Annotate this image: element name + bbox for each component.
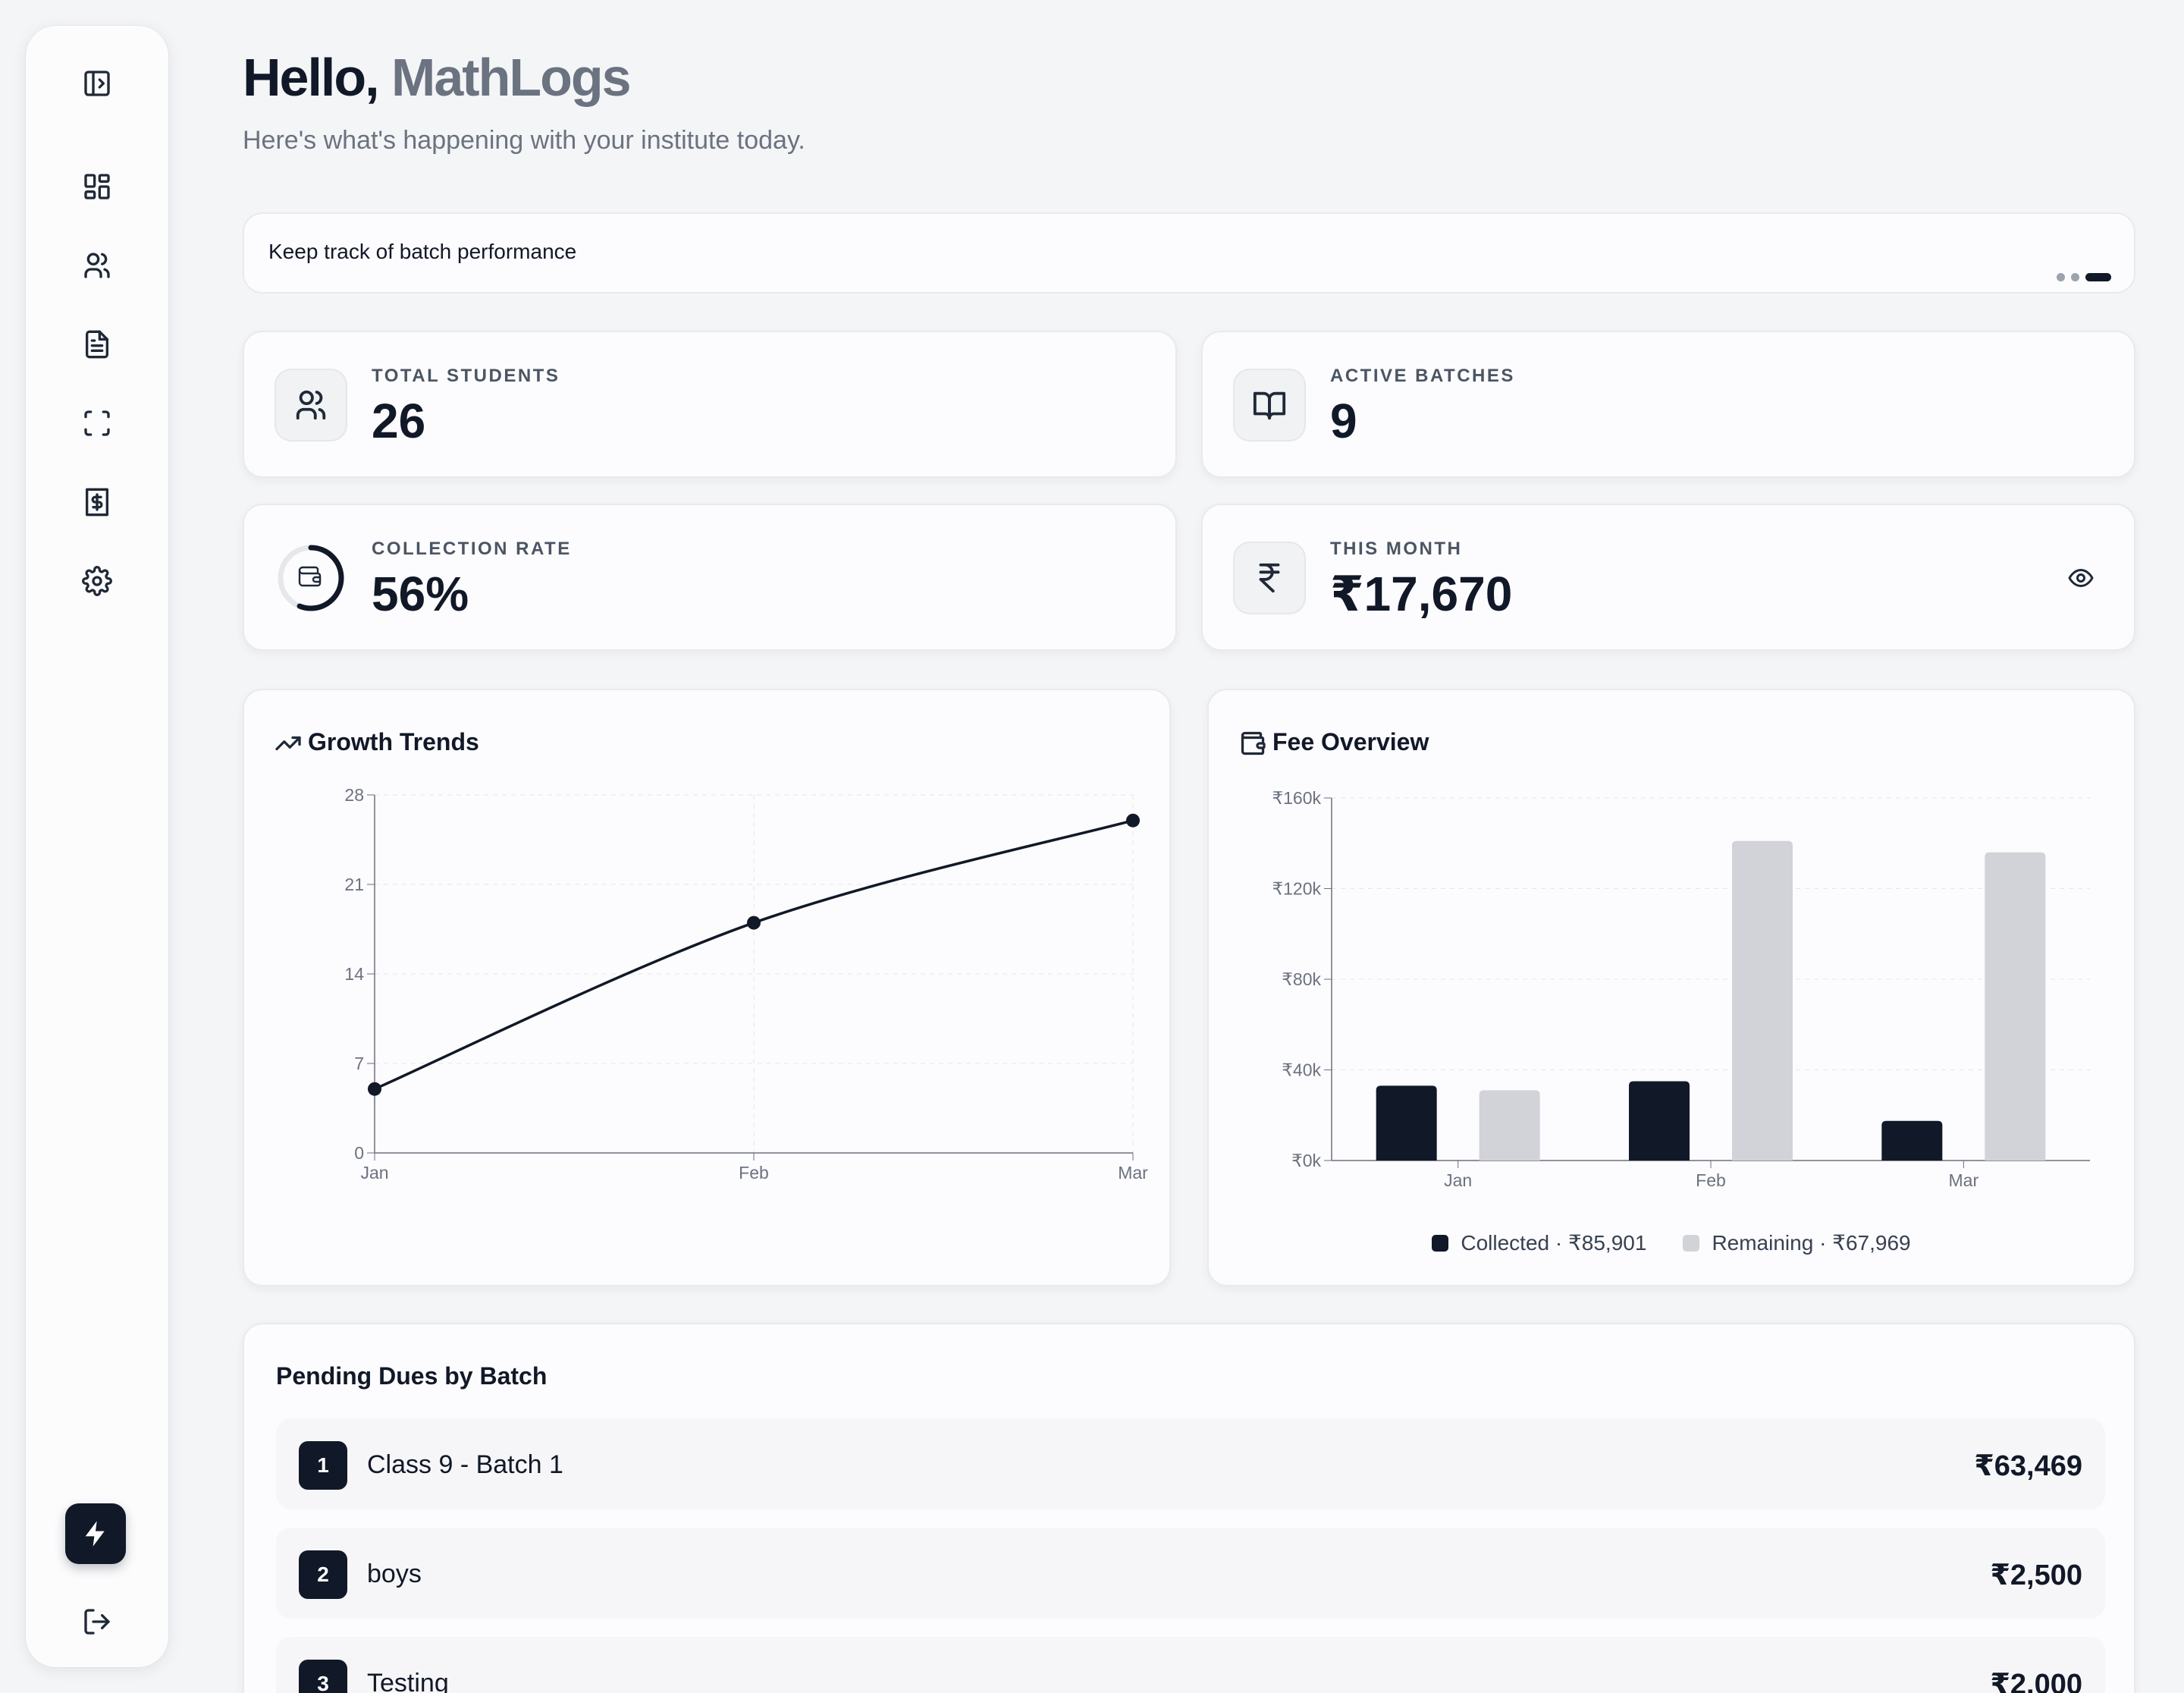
growth-trends-chart: 0 7 14 21 28 Jan Feb Mar (344, 785, 1148, 1183)
banner-text: Keep track of batch performance (268, 240, 577, 263)
users-icon (275, 369, 347, 441)
list-item[interactable]: 1 Class 9 - Batch 1 ₹63,469 (276, 1418, 2105, 1509)
y-tick-label: 21 (344, 875, 364, 894)
users-icon[interactable] (79, 247, 115, 284)
wallet-icon (1241, 731, 1266, 755)
carousel-dot[interactable] (2071, 273, 2079, 281)
collection-rate-ring (278, 545, 344, 611)
y-tick-label: ₹40k (1282, 1060, 1321, 1080)
bar-collected (1881, 1120, 1943, 1161)
eye-icon[interactable] (2067, 564, 2095, 592)
batch-name: Testing (367, 1669, 449, 1693)
batch-name: Class 9 - Batch 1 (367, 1450, 563, 1479)
book-open-icon (1233, 369, 1306, 441)
stat-value: 56% (372, 567, 469, 621)
stat-label: ACTIVE BATCHES (1330, 366, 1515, 386)
bar-collected (1376, 1085, 1437, 1161)
stat-value: 26 (372, 394, 426, 448)
stat-card-total-students: TOTAL STUDENTS 26 (243, 331, 1177, 478)
legend-swatch (1432, 1234, 1449, 1252)
bar-remaining (1479, 1090, 1540, 1161)
growth-trends-card: Growth Trends 0 7 14 21 28 Jan Feb Mar (243, 689, 1171, 1286)
logout-icon[interactable] (79, 1603, 115, 1640)
legend-item-collected: Collected · ₹85,901 (1432, 1230, 1646, 1255)
bar-remaining (1985, 852, 2046, 1161)
rank-badge: 3 (299, 1660, 347, 1693)
x-tick-label: Jan (360, 1163, 388, 1183)
greeting-text: Hello, (243, 48, 380, 107)
bar-collected (1629, 1081, 1690, 1161)
data-point (368, 1082, 381, 1096)
data-point (747, 916, 761, 930)
stat-label: THIS MONTH (1330, 539, 1463, 559)
chart-legend: Collected · ₹85,901 Remaining · ₹67,969 (1209, 1230, 2134, 1255)
bolt-icon (85, 1521, 105, 1547)
legend-item-remaining: Remaining · ₹67,969 (1683, 1230, 1911, 1255)
page-title: Hello, MathLogs (243, 47, 632, 108)
x-tick-label: Jan (1444, 1170, 1472, 1190)
institute-name: MathLogs (391, 48, 632, 107)
due-amount: ₹63,469 (1974, 1450, 2082, 1482)
fee-overview-card: Fee Overview ₹0k ₹40k ₹80k ₹120k ₹160k Jan Feb… (1207, 689, 2135, 1286)
trending-up-icon (275, 736, 301, 751)
rank-badge: 2 (299, 1550, 347, 1599)
gear-icon[interactable] (79, 563, 115, 599)
pending-dues-card: Pending Dues by Batch 1 Class 9 - Batch … (243, 1323, 2135, 1693)
dashboard-icon[interactable] (79, 168, 115, 205)
y-tick-label: 0 (354, 1143, 364, 1163)
stat-value: 9 (1330, 394, 1357, 448)
sidebar (26, 26, 168, 1667)
y-tick-label: ₹160k (1272, 788, 1321, 808)
rank-badge: 1 (299, 1441, 347, 1490)
due-amount: ₹2,500 (1990, 1560, 2082, 1591)
legend-label: Collected · ₹85,901 (1461, 1231, 1647, 1255)
info-banner: Keep track of batch performance (243, 212, 2135, 294)
y-tick-label: ₹120k (1272, 879, 1321, 899)
stat-card-active-batches: ACTIVE BATCHES 9 (1201, 331, 2135, 478)
list-item[interactable]: 2 boys ₹2,500 (276, 1528, 2105, 1619)
x-tick-label: Feb (1696, 1170, 1726, 1190)
batch-name: boys (367, 1560, 422, 1588)
y-tick-label: ₹0k (1291, 1151, 1321, 1170)
stat-card-this-month: THIS MONTH ₹17,670 (1201, 504, 2135, 651)
data-point (1126, 813, 1140, 828)
fee-overview-chart: ₹0k ₹40k ₹80k ₹120k ₹160k Jan Feb Mar (1272, 788, 2090, 1190)
bolt-button[interactable] (65, 1503, 126, 1564)
stat-value: ₹17,670 (1330, 567, 1513, 621)
carousel-dot-active[interactable] (2085, 273, 2111, 281)
legend-label: Remaining · ₹67,969 (1712, 1231, 1911, 1255)
y-tick-label: 14 (344, 964, 364, 984)
stat-card-collection-rate: COLLECTION RATE 56% (243, 504, 1177, 651)
y-tick-label: ₹80k (1282, 969, 1321, 989)
wallet-icon (298, 566, 322, 587)
x-tick-label: Mar (1118, 1163, 1148, 1183)
page-subtitle: Here's what's happening with your instit… (243, 126, 805, 155)
chart-title: Growth Trends (308, 728, 479, 755)
legend-swatch (1683, 1234, 1700, 1252)
bar-remaining (1732, 840, 1793, 1161)
carousel-dots (2057, 273, 2111, 281)
chart-title: Fee Overview (1272, 728, 1429, 755)
scan-icon[interactable] (79, 405, 115, 441)
list-item[interactable]: 3 Testing ₹2,000 (276, 1637, 2105, 1693)
y-tick-label: 28 (344, 785, 364, 805)
carousel-dot[interactable] (2057, 273, 2065, 281)
rupee-icon (1233, 542, 1306, 614)
stat-label: TOTAL STUDENTS (372, 366, 560, 386)
y-tick-label: 7 (354, 1054, 364, 1073)
x-tick-label: Mar (1949, 1170, 1979, 1190)
panel-toggle-icon[interactable] (79, 65, 115, 102)
section-title: Pending Dues by Batch (276, 1362, 548, 1390)
stat-label: COLLECTION RATE (372, 539, 572, 559)
due-amount: ₹2,000 (1990, 1669, 2082, 1693)
fee-receipt-icon[interactable] (79, 484, 115, 520)
x-tick-label: Feb (739, 1163, 769, 1183)
document-icon[interactable] (79, 326, 115, 363)
